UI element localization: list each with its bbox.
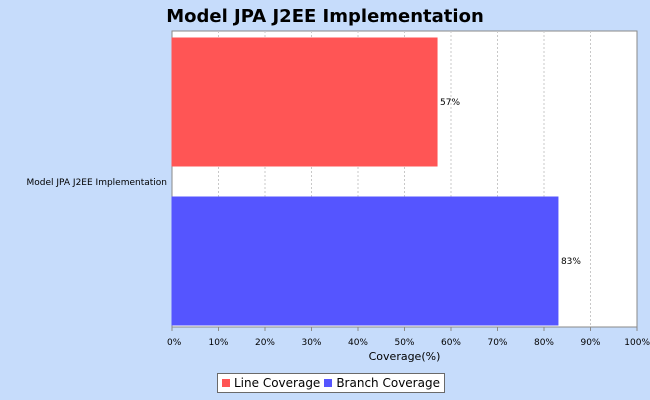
legend-swatch-branch-coverage	[324, 379, 333, 387]
x-tick-label: 30%	[301, 338, 321, 348]
x-tick-label: 90%	[580, 338, 600, 348]
x-tick-label: 100%	[624, 338, 650, 348]
bar-value-label: 57%	[440, 98, 460, 108]
legend-item-branch-coverage: Branch Coverage	[324, 376, 440, 390]
bar-labels: 57% 83%	[440, 98, 581, 267]
x-tick-label: 70%	[487, 338, 507, 348]
x-tick-label: 0%	[167, 338, 182, 348]
bar-value-label: 83%	[561, 257, 581, 267]
bar-branch-coverage	[171, 196, 559, 326]
legend-label-branch-coverage: Branch Coverage	[336, 376, 440, 390]
x-tick-label: 80%	[534, 338, 554, 348]
x-tick-label: 40%	[348, 338, 368, 348]
category-label: Model JPA J2EE Implementation	[27, 178, 167, 188]
x-tick-label: 60%	[441, 338, 461, 348]
legend-item-line-coverage: Line Coverage	[222, 376, 320, 390]
chart-title: Model JPA J2EE Implementation	[166, 6, 484, 27]
x-axis: 0% 10% 20% 30% 40% 50% 60% 70% 80% 90% 100%	[167, 327, 650, 348]
legend: Line Coverage Branch Coverage	[217, 373, 445, 393]
legend-swatch-line-coverage	[222, 379, 230, 387]
bars	[171, 37, 559, 326]
x-tick-label: 20%	[255, 338, 275, 348]
x-tick-label: 10%	[208, 338, 228, 348]
legend-label-line-coverage: Line Coverage	[234, 376, 321, 390]
x-tick-label: 50%	[394, 338, 414, 348]
bar-line-coverage	[171, 37, 438, 167]
x-axis-label: Coverage(%)	[369, 350, 441, 363]
